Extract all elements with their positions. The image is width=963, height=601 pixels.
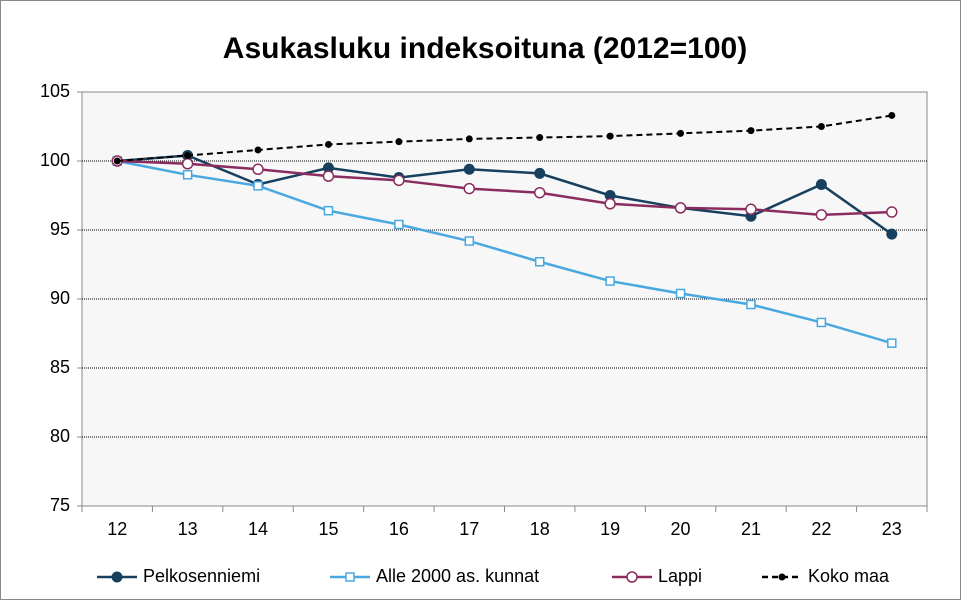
marker	[747, 127, 755, 135]
marker	[182, 170, 193, 180]
marker	[606, 132, 614, 140]
marker	[181, 158, 194, 170]
marker	[886, 206, 898, 218]
y-tick-label: 95	[50, 219, 70, 239]
marker	[465, 135, 473, 143]
marker	[626, 571, 638, 583]
marker	[746, 299, 756, 310]
marker	[534, 256, 545, 267]
x-tick-label: 23	[882, 519, 902, 539]
y-tick-label: 100	[40, 150, 70, 170]
chart-title: Asukasluku indeksoituna (2012=100)	[223, 32, 747, 65]
marker	[675, 288, 686, 299]
x-tick-label: 16	[389, 519, 409, 539]
marker	[534, 167, 546, 179]
marker	[111, 571, 123, 583]
marker	[253, 181, 263, 191]
x-tick-label: 21	[741, 519, 761, 539]
y-tick-label: 75	[50, 495, 70, 515]
marker	[778, 573, 786, 581]
y-tick-label: 105	[40, 81, 70, 101]
marker	[464, 236, 475, 246]
marker	[393, 174, 405, 187]
marker	[604, 198, 616, 210]
marker	[322, 162, 334, 174]
x-tick-label: 14	[248, 519, 268, 539]
marker	[254, 146, 262, 154]
marker	[745, 203, 757, 216]
marker	[674, 202, 687, 214]
marker	[322, 170, 335, 182]
marker	[817, 123, 825, 130]
legend-label: Koko maa	[808, 566, 890, 586]
marker	[605, 276, 615, 286]
legend-label: Alle 2000 as. kunnat	[376, 566, 539, 586]
x-tick-label: 19	[600, 519, 620, 539]
marker	[815, 209, 828, 221]
legend-label: Lappi	[658, 566, 702, 586]
marker	[394, 219, 404, 230]
series-line	[117, 159, 892, 217]
marker	[887, 338, 897, 348]
marker	[886, 228, 898, 240]
marker	[533, 186, 546, 199]
marker	[677, 129, 685, 137]
marker	[345, 572, 355, 582]
marker	[815, 178, 827, 190]
marker	[323, 205, 334, 216]
x-tick-label: 22	[811, 519, 831, 539]
x-tick-label: 18	[530, 519, 550, 539]
marker	[184, 151, 192, 159]
y-tick-label: 80	[50, 426, 70, 446]
y-tick-label: 85	[50, 357, 70, 377]
legend-label: Pelkosenniemi	[143, 566, 260, 586]
marker	[113, 157, 121, 165]
marker	[604, 190, 616, 201]
x-tick-label: 13	[178, 519, 198, 539]
series-line	[116, 159, 893, 345]
marker	[536, 134, 544, 142]
marker	[395, 138, 403, 146]
marker	[252, 163, 264, 176]
x-tick-label: 17	[459, 519, 479, 539]
x-tick-label: 12	[107, 519, 127, 539]
marker	[324, 140, 332, 148]
marker	[463, 163, 475, 175]
x-tick-label: 20	[671, 519, 691, 539]
y-tick-label: 90	[50, 288, 70, 308]
marker	[816, 317, 827, 328]
marker	[888, 111, 896, 119]
x-tick-label: 15	[318, 519, 338, 539]
marker	[463, 182, 476, 195]
